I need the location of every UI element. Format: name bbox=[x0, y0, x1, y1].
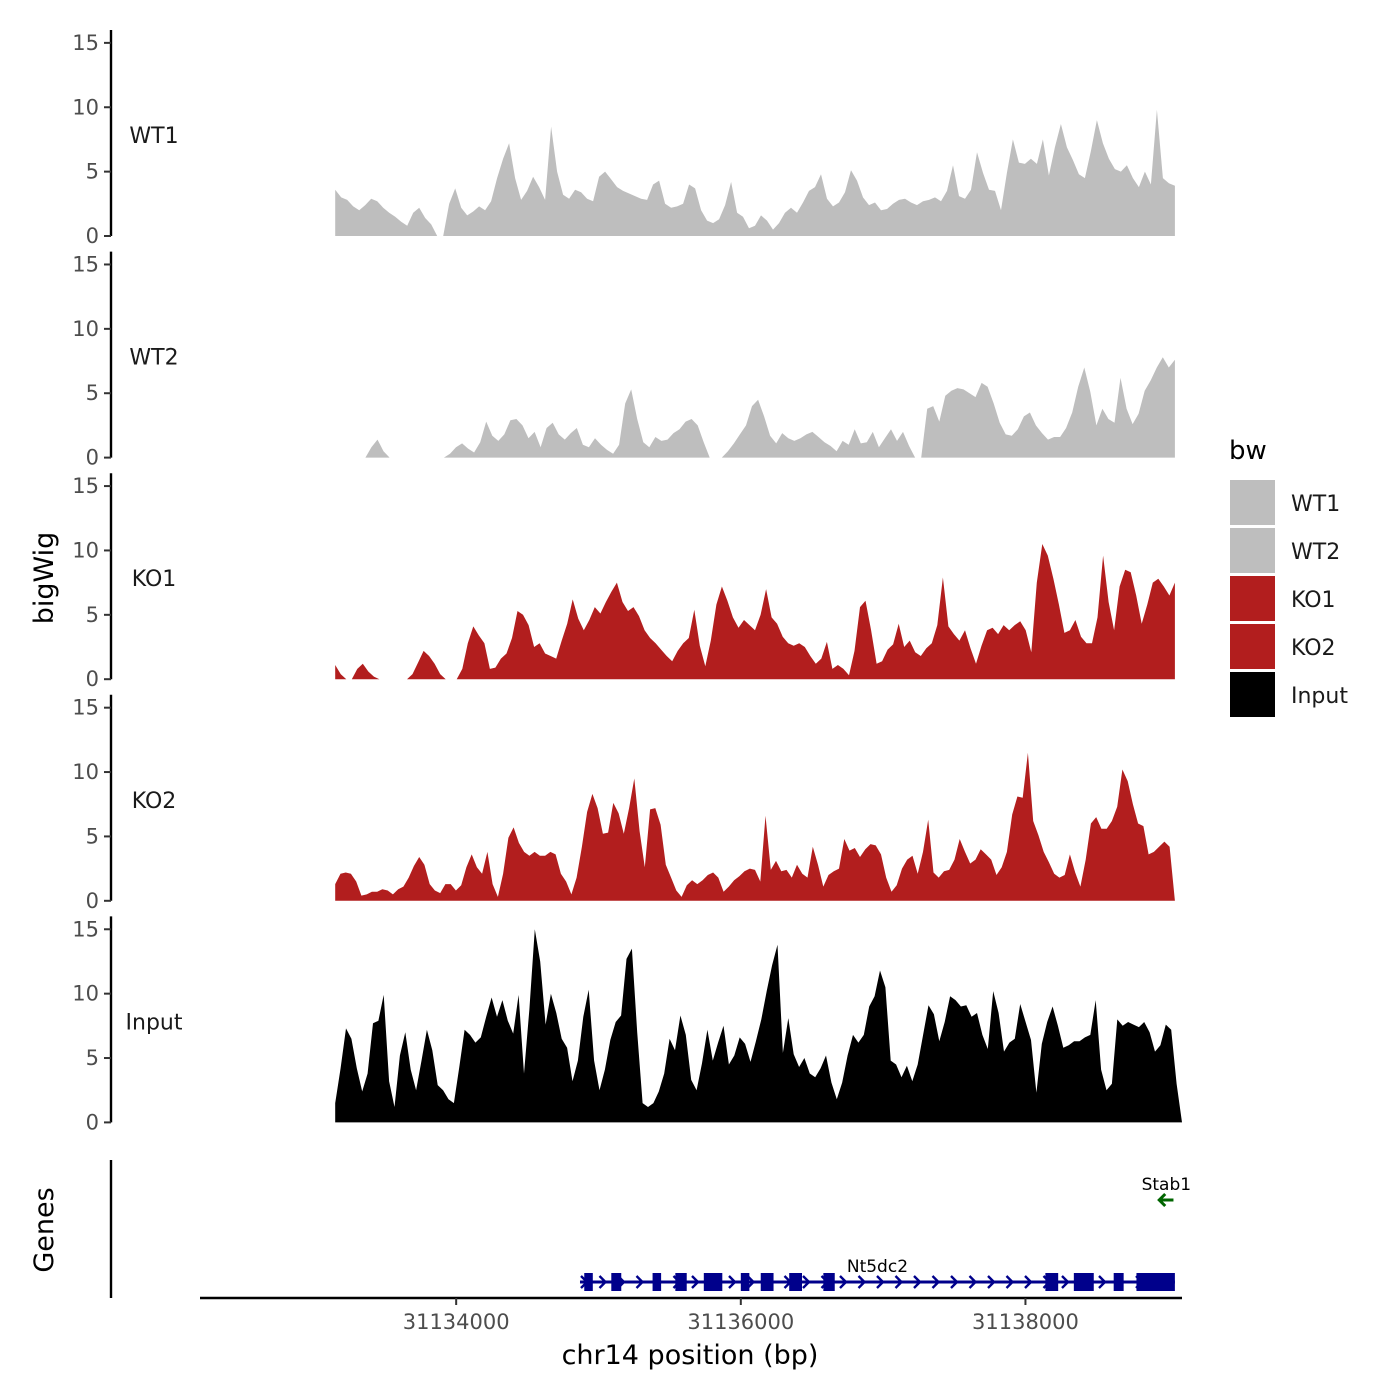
y-tick-label: 0 bbox=[86, 446, 99, 470]
strand-arrow bbox=[1061, 1275, 1070, 1289]
legend-title: bw bbox=[1229, 436, 1267, 466]
gene-label: Nt5dc2 bbox=[847, 1257, 908, 1277]
gene-exon bbox=[652, 1273, 662, 1291]
track-label: Input bbox=[126, 1010, 183, 1035]
gene-exon bbox=[789, 1273, 803, 1291]
y-tick-label: 5 bbox=[86, 824, 99, 848]
genes-axis-title: Genes bbox=[29, 1187, 60, 1272]
strand-arrow bbox=[968, 1275, 978, 1289]
gene-exon bbox=[740, 1273, 750, 1291]
legend-swatch-ko2 bbox=[1230, 624, 1275, 669]
x-axis-ticks: 31134000 31136000 31138000 bbox=[403, 1298, 1079, 1334]
signal-area-input bbox=[335, 929, 1182, 1123]
legend-entries: WT1 WT2 KO1 KO2 Input bbox=[1230, 480, 1348, 717]
gene-exon bbox=[1045, 1273, 1059, 1291]
signal-area-wt2 bbox=[335, 357, 1175, 458]
x-tick-label: 31134000 bbox=[403, 1310, 510, 1334]
track-label: KO2 bbox=[132, 789, 177, 814]
strand-arrow bbox=[894, 1275, 904, 1289]
strand-arrow bbox=[913, 1275, 922, 1289]
gene-exon bbox=[675, 1273, 687, 1291]
strand-arrow bbox=[931, 1275, 941, 1289]
gene-stab1: Stab1 bbox=[1142, 1175, 1191, 1208]
genes-panel: Nt5dc2 Stab1 bbox=[109, 1160, 1191, 1298]
strand-arrow bbox=[950, 1275, 959, 1289]
strand-arrow bbox=[691, 1275, 700, 1289]
y-tick-label: 15 bbox=[72, 252, 99, 276]
x-tick-label: 31138000 bbox=[972, 1310, 1079, 1334]
strand-arrow bbox=[876, 1275, 885, 1289]
y-tick-label: 0 bbox=[86, 224, 99, 248]
signal-area-ko1 bbox=[335, 544, 1175, 680]
x-axis-title: chr14 position (bp) bbox=[562, 1340, 819, 1371]
y-tick-label: 10 bbox=[72, 317, 99, 341]
gene-label: Stab1 bbox=[1142, 1175, 1191, 1195]
track-panel-wt1: 0 5 10 15 WT1 bbox=[72, 30, 1175, 248]
track-panel-ko1: 0 5 10 15 KO1 bbox=[72, 473, 1175, 691]
track-panel-input: 0 5 10 15 Input bbox=[72, 916, 1182, 1134]
track-label: WT2 bbox=[129, 346, 178, 371]
strand-arrow bbox=[839, 1275, 848, 1289]
strand-arrow bbox=[598, 1275, 608, 1289]
y-tick-label: 5 bbox=[86, 1046, 99, 1070]
legend: bw WT1 WT2 KO1 KO2 Input bbox=[1229, 436, 1348, 717]
y-tick-label: 10 bbox=[72, 95, 99, 119]
y-tick-label: 10 bbox=[72, 760, 99, 784]
y-tick-label: 0 bbox=[86, 667, 99, 691]
signal-area-wt1 bbox=[335, 109, 1175, 236]
legend-swatch-input bbox=[1230, 672, 1275, 717]
legend-swatch-wt1 bbox=[1230, 480, 1275, 525]
y-axis-title: bigWig bbox=[29, 532, 60, 625]
track-panel-wt2: 0 5 10 15 WT2 bbox=[72, 251, 1175, 470]
gene-exon bbox=[760, 1273, 774, 1291]
y-tick-label: 10 bbox=[72, 538, 99, 562]
y-tick-label: 5 bbox=[86, 160, 99, 184]
x-axis: 31134000 31136000 31138000 chr14 position … bbox=[200, 1296, 1182, 1371]
y-tick-label: 0 bbox=[86, 889, 99, 913]
legend-label-ko1: KO1 bbox=[1291, 588, 1336, 613]
legend-swatch-wt2 bbox=[1230, 528, 1275, 573]
strand-arrow bbox=[1098, 1275, 1107, 1289]
y-tick-label: 10 bbox=[72, 982, 99, 1006]
strand-arrow bbox=[857, 1275, 867, 1289]
gene-exon bbox=[1073, 1273, 1094, 1291]
y-tick-label: 0 bbox=[86, 1110, 99, 1134]
strand-arrow bbox=[746, 1275, 756, 1289]
gene-exon bbox=[611, 1273, 622, 1291]
gene-models: Nt5dc2 Stab1 bbox=[579, 1175, 1191, 1291]
legend-label-input: Input bbox=[1291, 684, 1348, 709]
gene-exon bbox=[1113, 1273, 1124, 1291]
gene-exon bbox=[1136, 1273, 1175, 1291]
y-tick-label: 15 bbox=[72, 917, 99, 941]
y-tick-label: 15 bbox=[72, 474, 99, 498]
track-label: KO1 bbox=[132, 567, 177, 592]
strand-arrow bbox=[802, 1275, 811, 1289]
strand-arrow bbox=[1005, 1275, 1015, 1289]
gene-exon bbox=[703, 1273, 723, 1291]
legend-swatch-ko1 bbox=[1230, 576, 1275, 621]
gene-nt5dc2: Nt5dc2 bbox=[579, 1257, 1175, 1291]
y-tick-label: 5 bbox=[86, 381, 99, 405]
strand-arrow bbox=[1024, 1275, 1033, 1289]
gene-exon bbox=[823, 1273, 835, 1291]
track-panel-ko2: 0 5 10 15 KO2 bbox=[72, 694, 1175, 913]
strand-arrow bbox=[1157, 1192, 1167, 1208]
signal-area-ko2 bbox=[335, 752, 1175, 901]
strand-arrow bbox=[635, 1275, 645, 1289]
legend-label-ko2: KO2 bbox=[1291, 636, 1336, 661]
track-label: WT1 bbox=[129, 124, 178, 149]
x-tick-label: 31136000 bbox=[687, 1310, 794, 1334]
strand-arrow bbox=[987, 1275, 996, 1289]
track-panels: 0 5 10 15 WT1 0 5 10 15 WT2 0 5 10 15 KO1 0 5 10 15 KO2 0 5 10… bbox=[72, 30, 1182, 1134]
legend-label-wt2: WT2 bbox=[1291, 540, 1340, 565]
legend-label-wt1: WT1 bbox=[1291, 492, 1340, 517]
y-tick-label: 5 bbox=[86, 603, 99, 627]
y-tick-label: 15 bbox=[72, 696, 99, 720]
strand-arrow bbox=[728, 1275, 737, 1289]
gene-exon bbox=[584, 1273, 593, 1291]
y-tick-label: 15 bbox=[72, 31, 99, 55]
